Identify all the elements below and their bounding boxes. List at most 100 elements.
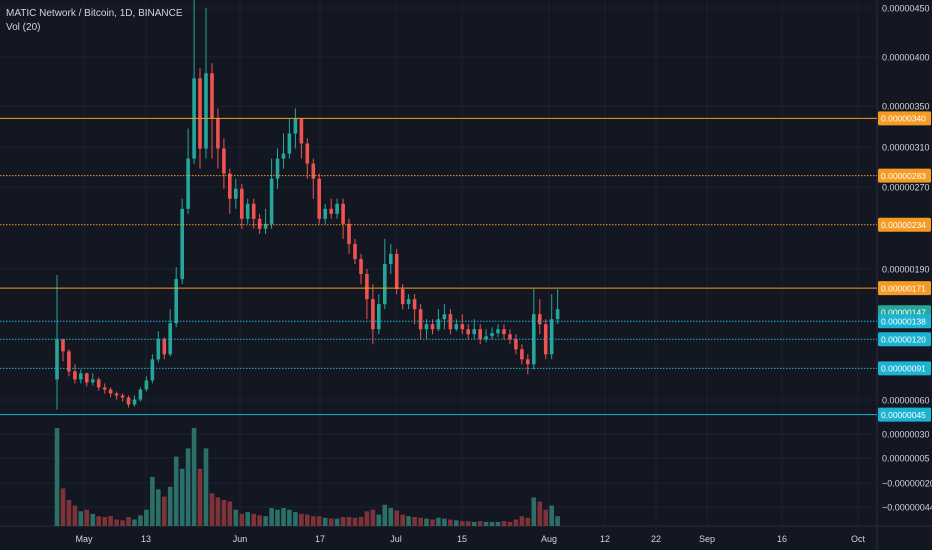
candle-body[interactable] xyxy=(538,314,542,325)
candle-body[interactable] xyxy=(275,158,280,179)
volume-bar[interactable] xyxy=(489,521,495,526)
candle-body[interactable] xyxy=(490,333,494,337)
volume-bar[interactable] xyxy=(525,517,531,526)
symbol-title[interactable]: MATIC Network / Bitcoin, 1D, BINANCE xyxy=(6,8,183,19)
volume-bar[interactable] xyxy=(215,497,221,526)
volume-bar[interactable] xyxy=(328,518,334,526)
candle-body[interactable] xyxy=(341,203,345,224)
candle-body[interactable] xyxy=(240,188,244,219)
candle-body[interactable] xyxy=(555,309,560,320)
volume-bar[interactable] xyxy=(197,468,203,526)
volume-bar[interactable] xyxy=(293,512,298,526)
volume-bar[interactable] xyxy=(477,521,483,526)
candle-body[interactable] xyxy=(132,399,137,405)
candle-body[interactable] xyxy=(514,339,518,350)
volume-bar[interactable] xyxy=(66,499,72,526)
candle-body[interactable] xyxy=(287,133,292,154)
volume-bar[interactable] xyxy=(108,516,113,526)
volume-bar[interactable] xyxy=(334,518,340,526)
volume-bar[interactable] xyxy=(394,510,399,527)
candle-body[interactable] xyxy=(204,73,208,149)
volume-bar[interactable] xyxy=(263,516,268,526)
candle-body[interactable] xyxy=(198,78,202,149)
candle-body[interactable] xyxy=(186,158,190,209)
volume-bar[interactable] xyxy=(126,517,131,526)
volume-bar[interactable] xyxy=(370,509,376,526)
volume-bar[interactable] xyxy=(382,504,388,526)
volume-bar[interactable] xyxy=(251,513,256,527)
candle-body[interactable] xyxy=(371,299,375,330)
volume-bar[interactable] xyxy=(60,488,66,526)
volume-bar[interactable] xyxy=(352,517,358,526)
candle-body[interactable] xyxy=(85,373,89,383)
volume-bar[interactable] xyxy=(465,521,471,526)
candle-body[interactable] xyxy=(406,299,411,305)
candle-body[interactable] xyxy=(359,259,363,275)
candle-body[interactable] xyxy=(454,324,459,330)
volume-bar[interactable] xyxy=(483,521,489,526)
volume-bar[interactable] xyxy=(424,518,429,526)
candle-body[interactable] xyxy=(180,208,184,280)
volume-bar[interactable] xyxy=(299,513,304,527)
candle-body[interactable] xyxy=(335,203,339,214)
candle-body[interactable] xyxy=(55,339,59,380)
volume-bar[interactable] xyxy=(84,509,90,526)
volume-bar[interactable] xyxy=(388,508,394,526)
candle-body[interactable] xyxy=(520,349,524,360)
volume-bar[interactable] xyxy=(120,520,125,526)
volume-bar[interactable] xyxy=(281,508,286,526)
candle-body[interactable] xyxy=(138,389,143,400)
candle-body[interactable] xyxy=(144,380,149,390)
volume-bar[interactable] xyxy=(156,489,161,527)
candle-body[interactable] xyxy=(162,339,167,355)
candle-body[interactable] xyxy=(466,329,470,335)
price-badge[interactable] xyxy=(878,407,931,422)
candle-body[interactable] xyxy=(216,118,220,149)
candle-body[interactable] xyxy=(383,264,387,305)
candle-body[interactable] xyxy=(394,253,399,289)
candle-body[interactable] xyxy=(168,323,172,355)
volume-bar[interactable] xyxy=(495,521,501,526)
candle-body[interactable] xyxy=(436,319,441,330)
candle-body[interactable] xyxy=(293,118,298,134)
candle-body[interactable] xyxy=(269,178,274,224)
volume-bar[interactable] xyxy=(269,508,274,526)
candle-body[interactable] xyxy=(549,319,554,355)
volume-bar[interactable] xyxy=(138,515,143,526)
price-badge[interactable] xyxy=(878,314,931,329)
candle-body[interactable] xyxy=(245,203,250,219)
volume-bar[interactable] xyxy=(460,521,465,526)
volume-bar[interactable] xyxy=(448,519,453,527)
volume-bar[interactable] xyxy=(54,428,60,526)
candle-body[interactable] xyxy=(389,253,393,264)
candle-body[interactable] xyxy=(251,203,256,219)
candle-body[interactable] xyxy=(424,324,429,330)
volume-bar[interactable] xyxy=(364,511,370,526)
candle-body[interactable] xyxy=(174,279,178,324)
volume-bar[interactable] xyxy=(162,496,167,526)
candle-body[interactable] xyxy=(448,314,453,330)
price-badge[interactable] xyxy=(878,168,931,183)
volume-bar[interactable] xyxy=(191,428,197,526)
candle-body[interactable] xyxy=(502,329,506,335)
volume-bar[interactable] xyxy=(418,517,423,526)
candle-body[interactable] xyxy=(91,379,95,383)
candle-body[interactable] xyxy=(299,118,304,144)
candle-body[interactable] xyxy=(234,188,238,199)
volume-bar[interactable] xyxy=(442,518,447,526)
volume-bar[interactable] xyxy=(406,516,411,526)
price-badge[interactable] xyxy=(878,111,931,126)
volume-bar[interactable] xyxy=(72,505,78,526)
candle-body[interactable] xyxy=(400,289,405,305)
candle-body[interactable] xyxy=(317,178,321,219)
volume-bar[interactable] xyxy=(412,517,417,526)
volume-bar[interactable] xyxy=(322,517,328,526)
volume-bar[interactable] xyxy=(287,509,292,526)
volume-bar[interactable] xyxy=(311,516,316,526)
price-badge[interactable] xyxy=(878,281,931,296)
candle-body[interactable] xyxy=(377,304,381,330)
volume-bar[interactable] xyxy=(471,521,477,526)
candle-body[interactable] xyxy=(126,397,131,405)
